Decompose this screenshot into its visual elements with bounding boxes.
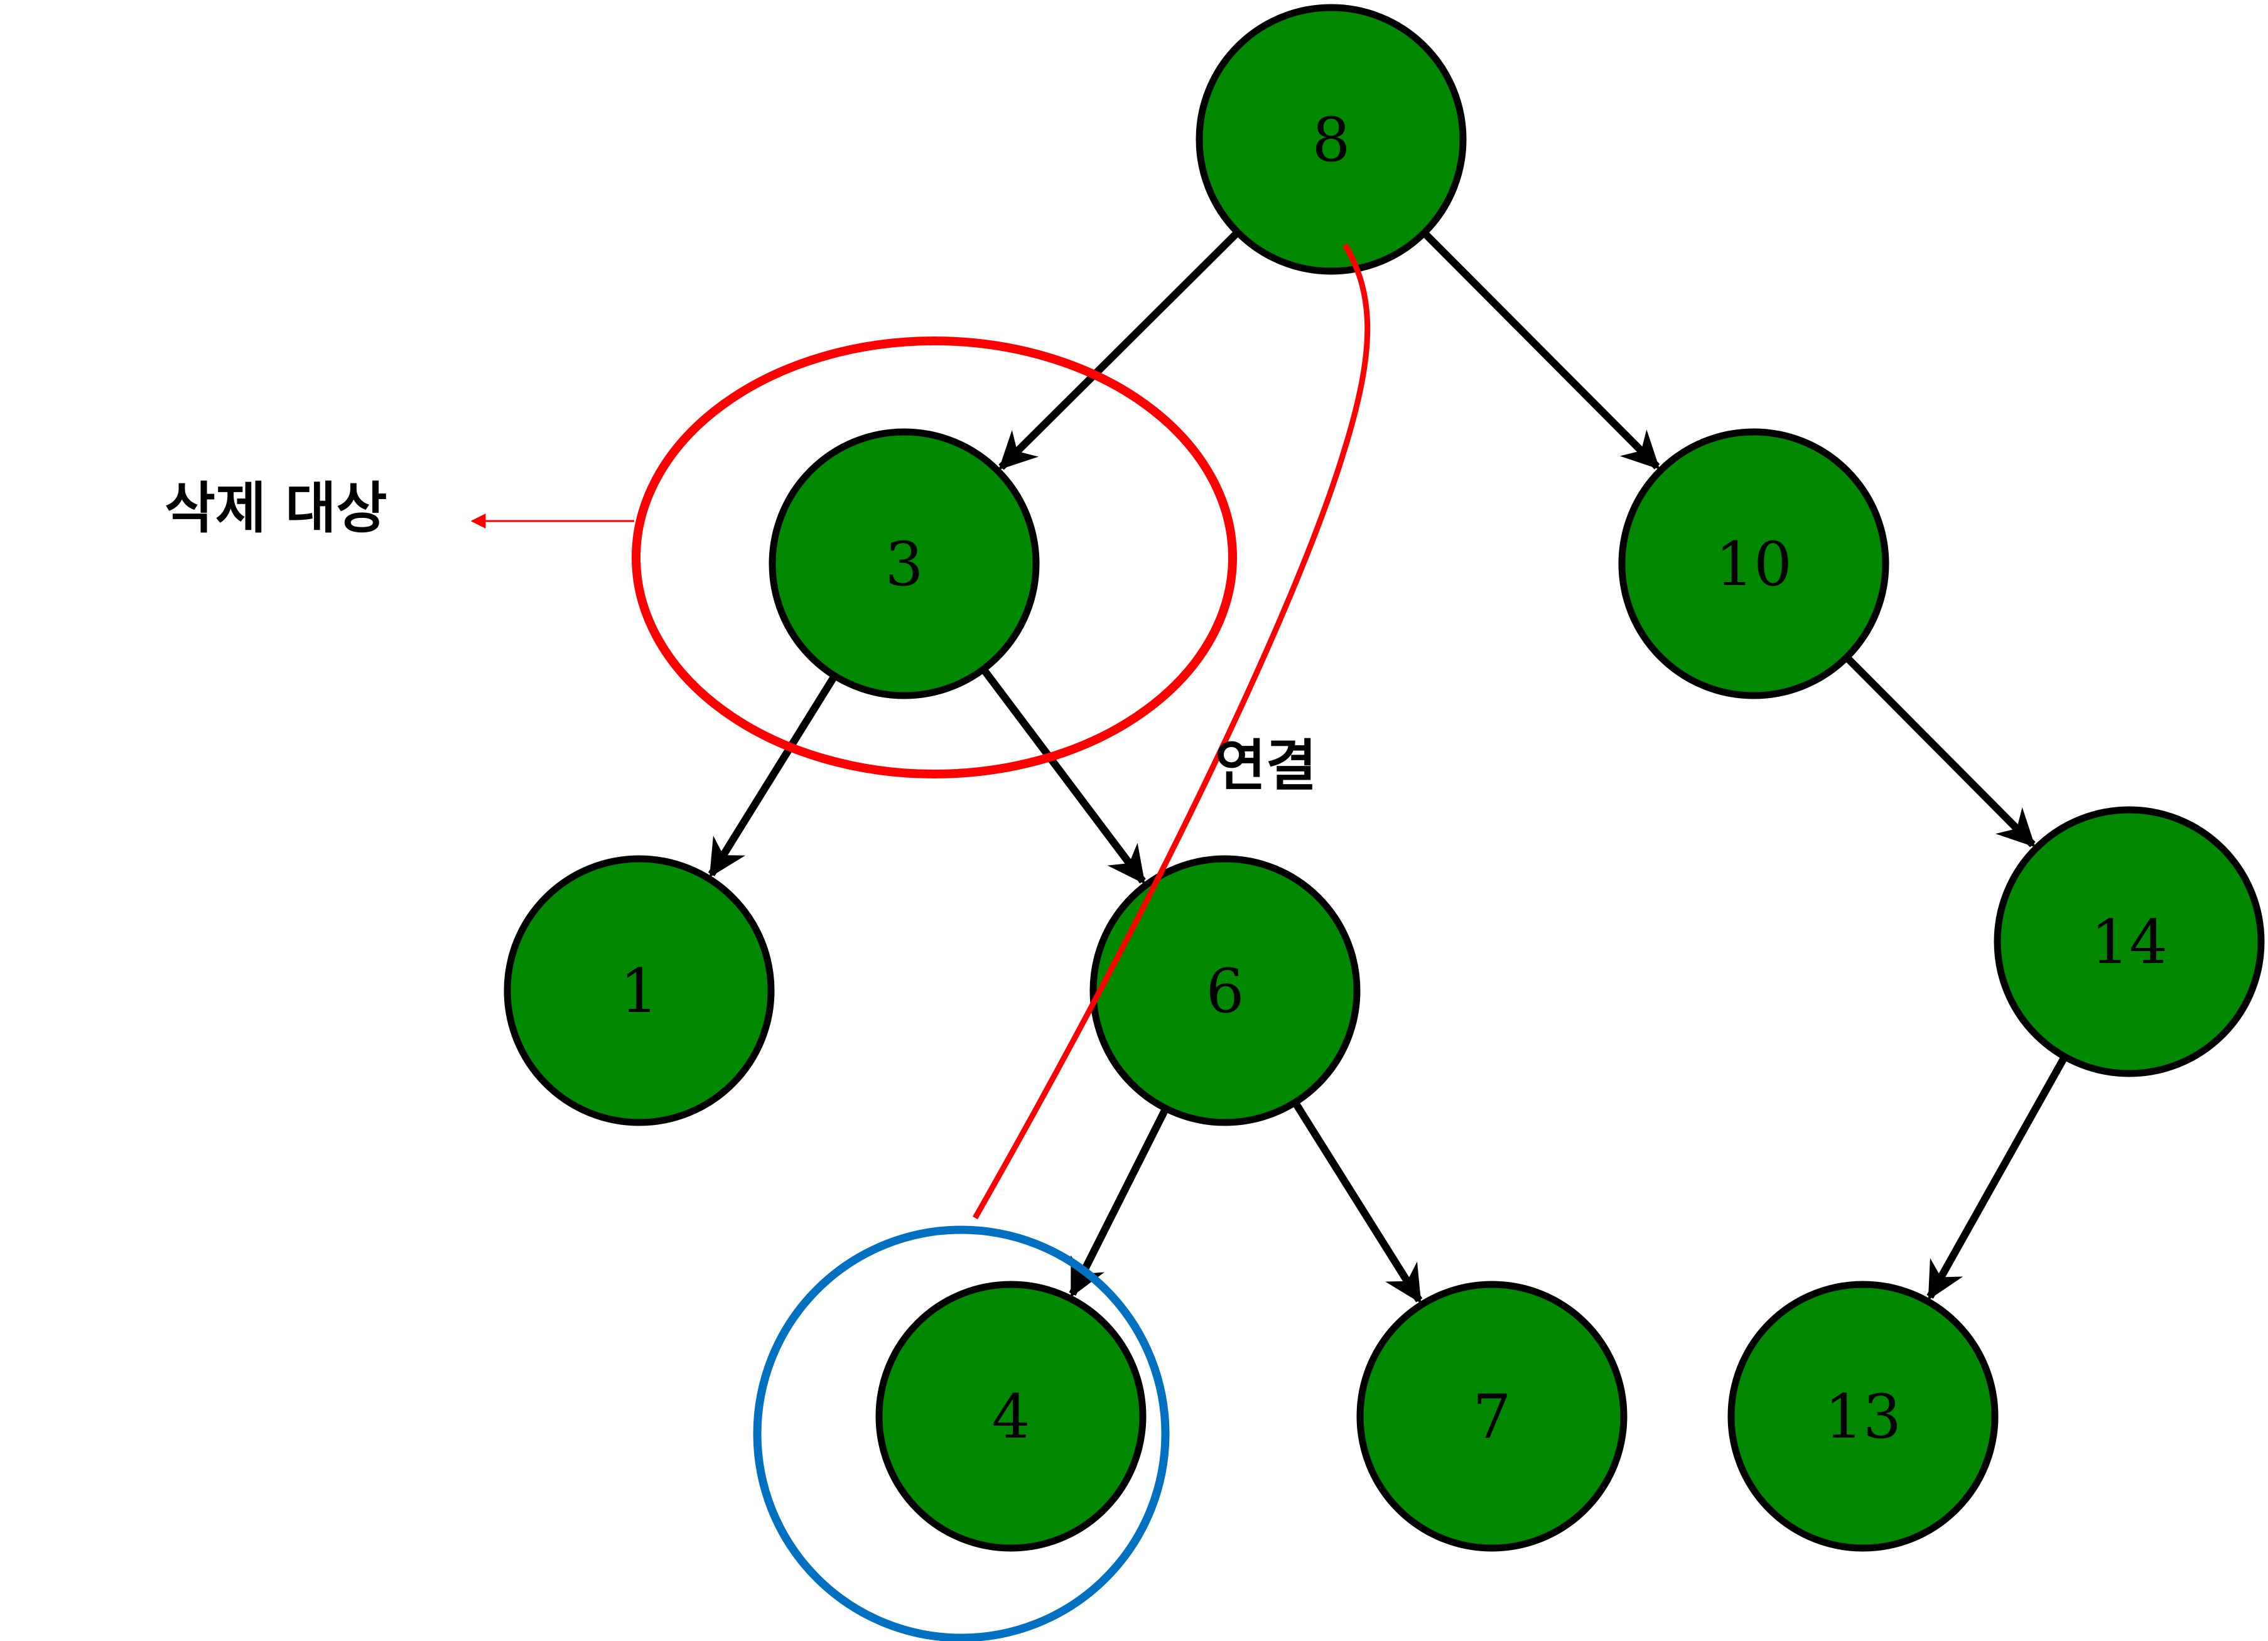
tree-node-label: 7 [1472, 1382, 1511, 1452]
tree-node-label: 14 [2091, 907, 2168, 977]
tree-edge-n14-n13 [1926, 1055, 2068, 1301]
tree-nodes: 8 3 10 1 6 14 4 7 13 [504, 4, 2265, 1552]
tree-node-7: 7 [1356, 1281, 1628, 1552]
tree-edge-n6-n4 [1069, 1106, 1170, 1298]
delete-target-highlight [632, 336, 1237, 778]
tree-node-label: 10 [1715, 529, 1792, 600]
tree-node-circle [769, 428, 1040, 699]
tree-node-6: 6 [1089, 855, 1361, 1126]
tree-node-circle [1618, 428, 1889, 699]
tree-node-3: 3 [769, 428, 1040, 699]
delete-target-label: 삭제 대상 [165, 476, 387, 541]
tree-edge-n8-n3 [998, 229, 1241, 470]
tree-node-circle [1994, 806, 2265, 1077]
tree-edge-n8-n10 [1421, 230, 1660, 470]
tree-node-14: 14 [1994, 806, 2265, 1077]
tree-node-label: 13 [1825, 1382, 1901, 1452]
tree-edge-n10-n14 [1844, 654, 2036, 847]
tree-edge-n6-n7 [1292, 1100, 1423, 1304]
tree-node-label: 3 [885, 529, 923, 600]
tree-node-13: 13 [1727, 1281, 1999, 1552]
tree-edge-n3-n1 [708, 674, 838, 878]
tree-edges [708, 229, 2068, 1304]
replacement-node-highlight [753, 1225, 1170, 1641]
tree-edge-n3-n6 [980, 667, 1146, 885]
tree-node-circle [1196, 4, 1467, 275]
connect-label: 연결 [1215, 733, 1317, 798]
tree-node-circle [1089, 855, 1361, 1126]
connect-line [973, 243, 1371, 1220]
tree-node-label: 6 [1206, 956, 1244, 1026]
tree-node-label: 1 [620, 956, 658, 1026]
tree-node-circle [1727, 1281, 1999, 1552]
tree-node-8: 8 [1196, 4, 1467, 275]
tree-node-1: 1 [504, 855, 775, 1126]
tree-node-circle [1356, 1281, 1628, 1552]
tree-node-10: 10 [1618, 428, 1889, 699]
tree-node-label: 4 [991, 1382, 1030, 1452]
tree-node-4: 4 [875, 1281, 1147, 1552]
tree-node-circle [504, 855, 775, 1126]
tree-node-circle [875, 1281, 1147, 1552]
tree-node-label: 8 [1312, 105, 1350, 175]
